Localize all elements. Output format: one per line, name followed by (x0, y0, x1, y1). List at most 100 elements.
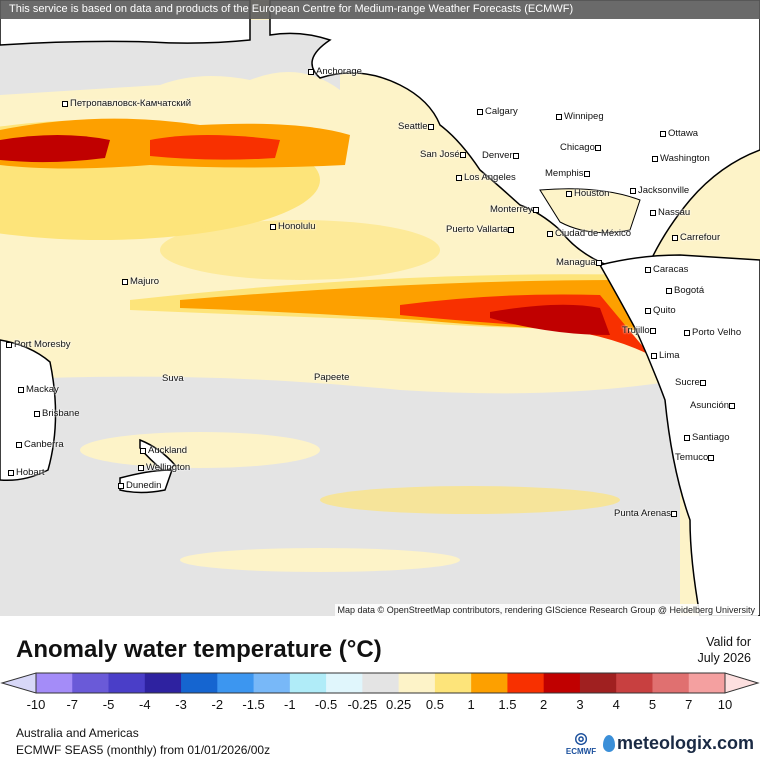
city-marker-icon (651, 352, 657, 359)
city-label: Denver (482, 150, 521, 161)
city-label: Quito (645, 305, 676, 316)
map-attribution[interactable]: Map data © OpenStreetMap contributors, r… (334, 604, 758, 616)
tick-label: 0.25 (385, 697, 412, 712)
city-marker-icon (532, 206, 539, 213)
color-swatch (289, 673, 327, 693)
city-label: Chicago (560, 142, 603, 153)
city-marker-icon (594, 144, 601, 151)
city-marker-icon (652, 155, 658, 162)
tick-label: 3 (576, 697, 584, 712)
tick-label: -0.25 (347, 697, 378, 712)
color-swatch (108, 673, 146, 693)
drop-icon (603, 734, 615, 752)
color-swatch (688, 673, 726, 693)
city-marker-icon (671, 510, 678, 517)
tick-label: 4 (612, 697, 620, 712)
city-label: Honolulu (270, 221, 316, 232)
city-marker-icon (645, 307, 651, 314)
city-marker-icon (630, 187, 636, 194)
city-label: Dunedin (118, 480, 161, 491)
city-label: Sucre (675, 377, 708, 388)
city-marker-icon (649, 327, 656, 334)
city-marker-icon (140, 447, 146, 454)
city-label: Ciudad de México (547, 228, 631, 239)
tick-label: 7 (685, 697, 693, 712)
tick-label: 5 (648, 697, 657, 712)
city-label: Trujillo (622, 325, 658, 336)
city-marker-icon (118, 482, 124, 489)
city-label: Петропавловск-Камчатский (62, 98, 191, 109)
city-marker-icon (34, 410, 40, 417)
city-marker-icon (708, 454, 715, 461)
color-swatch (144, 673, 182, 693)
city-label: Calgary (477, 106, 518, 117)
city-marker-icon (583, 170, 590, 177)
city-label: Nassau (650, 207, 690, 218)
city-label: Auckland (140, 445, 187, 456)
over-arrow (724, 672, 760, 694)
city-label: Majuro (122, 276, 159, 287)
city-marker-icon (508, 226, 515, 233)
tick-label: -0.5 (314, 697, 338, 712)
model-run-label: ECMWF SEAS5 (monthly) from 01/01/2026/00… (16, 743, 271, 757)
color-swatch (217, 673, 255, 693)
city-label: Port Moresby (6, 339, 71, 350)
city-label: Puerto Vallarta (446, 224, 516, 235)
city-marker-icon (672, 234, 678, 241)
tick-label: -7 (66, 697, 79, 712)
tick-label: -3 (175, 697, 187, 712)
city-marker-icon (512, 152, 519, 159)
anomaly-field (0, 20, 680, 616)
anomaly-map[interactable]: This service is based on data and produc… (0, 0, 760, 616)
city-marker-icon (459, 151, 466, 158)
city-marker-icon (16, 441, 22, 448)
city-marker-icon (62, 100, 68, 107)
tick-label: -5 (102, 697, 115, 712)
ecmwf-logo: ◎ ECMWF (565, 730, 597, 757)
city-marker-icon (650, 209, 656, 216)
color-swatch (507, 673, 545, 693)
city-label: Porto Velho (684, 327, 741, 338)
city-marker-icon (270, 223, 276, 230)
map-layers (0, 0, 760, 616)
city-marker-icon (595, 259, 602, 266)
city-label: Mackay (18, 384, 59, 395)
tick-label: 1 (467, 697, 475, 712)
city-marker-icon (18, 386, 24, 393)
tick-label: -2 (211, 697, 224, 712)
city-marker-icon (666, 287, 672, 294)
city-label: Bogotá (666, 285, 704, 296)
city-label: Punta Arenas (614, 508, 679, 519)
tick-label: -1.5 (242, 697, 265, 712)
color-swatch (616, 673, 653, 693)
tick-label: -10 (26, 697, 46, 712)
region-label: Australia and Americas (16, 726, 139, 740)
city-label: Ottawa (660, 128, 698, 139)
color-swatch (72, 673, 110, 693)
color-swatch (652, 673, 690, 693)
color-swatch (543, 673, 581, 693)
meteologix-logo[interactable]: meteologix.com (603, 732, 754, 754)
city-marker-icon (427, 123, 434, 130)
color-swatch (434, 673, 472, 693)
city-label: Santiago (684, 432, 730, 443)
city-marker-icon (729, 402, 736, 409)
city-label: Anchorage (308, 66, 362, 77)
city-label: Caracas (645, 264, 688, 275)
city-marker-icon (456, 174, 462, 181)
city-label: Winnipeg (556, 111, 604, 122)
city-marker-icon (556, 113, 562, 120)
city-label: Suva (162, 373, 184, 384)
city-marker-icon (8, 469, 14, 476)
city-label: Brisbane (34, 408, 80, 419)
color-swatch (579, 673, 617, 693)
city-marker-icon (138, 464, 144, 471)
city-label: Lima (651, 350, 680, 361)
city-label: Houston (566, 188, 609, 199)
city-label: Wellington (138, 462, 190, 473)
color-swatch (398, 673, 436, 693)
city-label: Memphis (545, 168, 592, 179)
color-swatch (362, 673, 400, 693)
city-label: San José (420, 149, 468, 160)
tick-label: 1.5 (498, 697, 517, 712)
